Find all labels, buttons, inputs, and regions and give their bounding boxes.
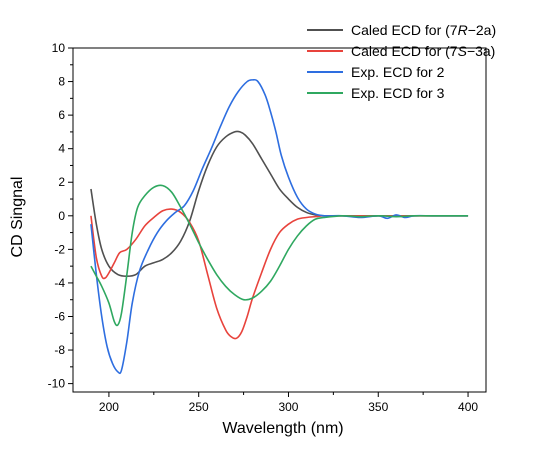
x-tick-label: 400 [458,400,478,414]
y-tick-label: 10 [52,41,66,55]
y-tick-label: -10 [48,377,66,391]
y-axis-ticks: 10 8 6 4 2 0 -2 -4 -6 -8 -10 [48,41,73,391]
y-tick-label: -4 [54,276,65,290]
y-tick-label: 8 [58,75,65,89]
legend-label: Caled ECD for (7S−3a) [351,43,495,59]
legend-label-part: −2a) [468,22,496,38]
legend-label-part: −3a) [467,43,495,59]
y-tick-label: 0 [58,209,65,223]
x-tick-label: 200 [99,400,119,414]
y-axis-title: CD Singnal [9,177,26,258]
legend-label-part: Caled ECD for (7 [351,22,458,38]
x-tick-label: 300 [278,400,298,414]
legend-label: Caled ECD for (7R−2a) [351,22,496,38]
y-tick-label: 2 [58,175,65,189]
series-line-caled-7s-3a [90,208,469,340]
legend-label-part: S [458,43,468,59]
x-tick-label: 250 [189,400,209,414]
legend: Caled ECD for (7R−2a)Caled ECD for (7S−3… [307,22,496,101]
series-line-exp-3 [90,184,469,327]
x-tick-label: 350 [368,400,388,414]
legend-label: Exp. ECD for 2 [351,64,445,80]
x-axis-title: Wavelength (nm) [222,420,343,437]
y-tick-label: -6 [54,309,65,323]
series-line-caled-7r-2a [90,130,469,278]
plot-frame [72,47,487,393]
legend-label-part: R [458,22,468,38]
plot-border [72,47,487,393]
y-tick-label: 4 [58,142,65,156]
x-axis-ticks: 200 250 300 350 400 [99,392,478,414]
y-tick-label: -8 [54,343,65,357]
legend-label-part: Caled ECD for (7 [351,43,458,59]
y-tick-label: 6 [58,108,65,122]
y-tick-label: -2 [54,242,65,256]
series-line-exp-2 [90,78,469,375]
series-layer [90,78,469,375]
legend-label: Exp. ECD for 3 [351,85,445,101]
